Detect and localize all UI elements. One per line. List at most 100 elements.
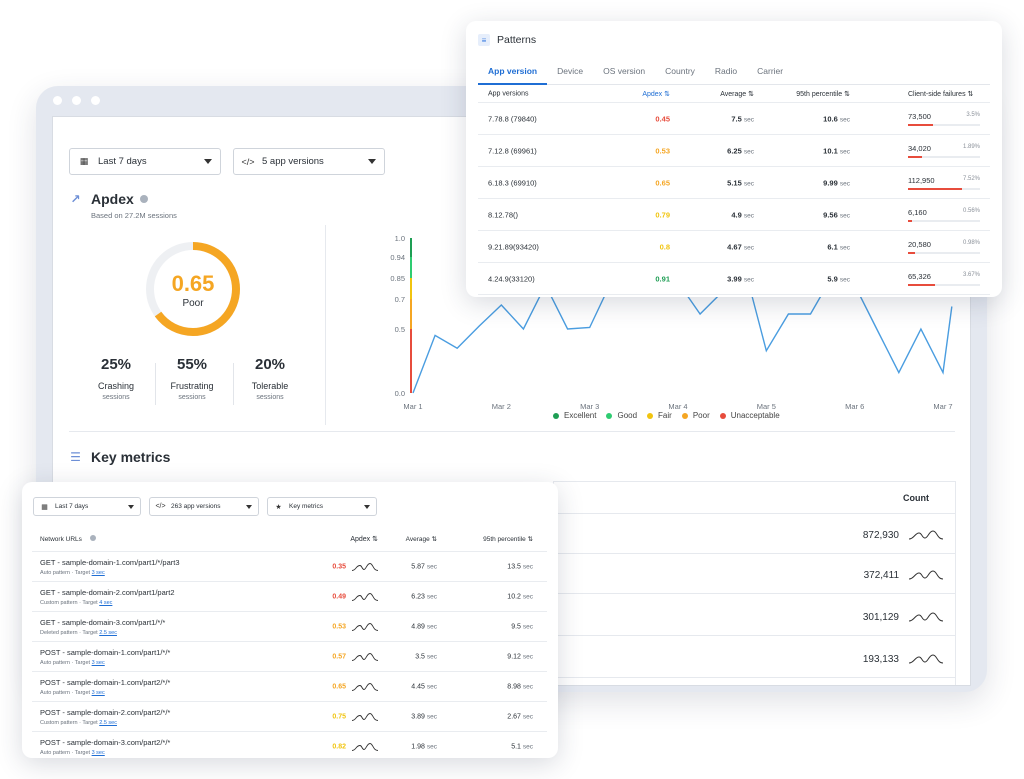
apdex-trend-chart: 0.0 0.5 0.7 0.85 0.94 1.0 Mar 1 Mar 2 Mar 3 Mar 4… bbox=[390, 234, 952, 411]
average-cell: 4.9 sec bbox=[731, 210, 754, 219]
header-average[interactable]: Average ⇅ bbox=[406, 535, 437, 543]
p95-value: 6.1 bbox=[827, 242, 838, 251]
date-range-dropdown[interactable]: ▦ Last 7 days bbox=[69, 148, 221, 175]
network-row[interactable]: POST - sample-domain-1.com/part2/*/* Auto… bbox=[32, 672, 547, 702]
count-cell: 872,930 bbox=[843, 529, 943, 541]
tab-os-version[interactable]: OS version bbox=[603, 66, 646, 76]
patterns-tabs: App version Device OS version Country Ra… bbox=[478, 59, 990, 85]
sparkline bbox=[909, 570, 943, 580]
header-apdex[interactable]: Apdex ⇅ bbox=[642, 90, 670, 98]
legend-label: Good bbox=[617, 411, 638, 420]
patterns-row[interactable]: 8.12.78() 0.79 4.9 sec 9.56 sec 6,160 0.56% bbox=[478, 199, 990, 231]
network-url-cell: POST - sample-domain-1.com/part2/*/* Auto… bbox=[40, 678, 170, 696]
tab-app-version[interactable]: App version bbox=[478, 59, 548, 85]
stat-label: Tolerable bbox=[251, 381, 289, 391]
patterns-icon: ≡ bbox=[478, 34, 490, 46]
p95-value: 13.5 bbox=[507, 563, 521, 570]
target-label: Target bbox=[74, 569, 91, 576]
network-row[interactable]: POST - sample-domain-1.com/part1/*/* Auto… bbox=[32, 642, 547, 672]
average-value: 6.23 bbox=[411, 593, 425, 600]
tab-device[interactable]: Device bbox=[557, 66, 584, 76]
header-average[interactable]: Average ⇅ bbox=[720, 90, 754, 98]
p95-cell: 9.5 sec bbox=[511, 623, 533, 630]
target-link[interactable]: 3 sec bbox=[91, 689, 105, 696]
header-average-label: Average bbox=[720, 90, 747, 98]
gauge-arc bbox=[146, 242, 240, 336]
tab-country[interactable]: Country bbox=[665, 66, 695, 76]
failures-bar bbox=[908, 219, 980, 222]
failures-bar-fill bbox=[908, 251, 916, 254]
network-url: POST - sample-domain-2.com/part2/*/* bbox=[40, 707, 171, 717]
pattern-type: Auto pattern bbox=[40, 689, 70, 696]
target-link[interactable]: 4 sec bbox=[99, 599, 113, 606]
pattern-type: Custom pattern bbox=[40, 599, 78, 606]
target-link[interactable]: 3 sec bbox=[91, 569, 105, 576]
legend-label: Excellent bbox=[564, 411, 597, 420]
header-network-urls[interactable]: Network URLs bbox=[40, 535, 96, 543]
legend-label: Unacceptable bbox=[730, 411, 780, 420]
patterns-row[interactable]: 7.12.8 (69961) 0.53 6.25 sec 10.1 sec 34,020… bbox=[478, 135, 990, 167]
apdex-cell: 0.45 bbox=[655, 114, 670, 123]
patterns-row[interactable]: 4.24.9(33120) 0.91 3.99 sec 5.9 sec 65,326 3.… bbox=[478, 263, 990, 295]
network-row[interactable]: POST - sample-domain-3.com/part2/*/* Auto… bbox=[32, 732, 547, 758]
header-95th-percentile[interactable]: 95th percentile ⇅ bbox=[483, 535, 533, 543]
target-link[interactable]: 3 sec bbox=[91, 659, 105, 666]
legend-excellent: Excellent bbox=[553, 411, 596, 420]
x-tick-label: Mar 3 bbox=[580, 402, 599, 411]
unit-label: sec bbox=[522, 653, 533, 660]
p95-value: 5.1 bbox=[511, 743, 521, 750]
apdex-cell: 0.53 bbox=[326, 622, 378, 631]
p95-value: 9.5 bbox=[511, 623, 521, 630]
net-metrics-value: Key metrics bbox=[289, 503, 323, 510]
unit-label: sec bbox=[426, 563, 437, 570]
patterns-row[interactable]: 9.21.89(93420) 0.8 4.67 sec 6.1 sec 20,580 0.… bbox=[478, 231, 990, 263]
sparkline bbox=[352, 592, 378, 601]
net-versions-dropdown[interactable]: </> 263 app versions bbox=[149, 497, 259, 516]
stat-divider bbox=[155, 363, 156, 405]
net-date-value: Last 7 days bbox=[55, 503, 89, 510]
unit-label: sec bbox=[522, 593, 533, 600]
app-version-cell: 8.12.78() bbox=[488, 210, 519, 219]
app-version-cell: 7.78.8 (79840) bbox=[488, 114, 537, 123]
network-row[interactable]: GET - sample-domain-1.com/part1/*/part3 A… bbox=[32, 552, 547, 582]
header-app-versions[interactable]: App versions bbox=[488, 90, 529, 97]
apdex-cell: 0.49 bbox=[326, 592, 378, 601]
pattern-info: Custom pattern · Target 4 sec bbox=[40, 599, 113, 606]
apdex-value: 0.82 bbox=[332, 743, 346, 750]
net-versions-value: 263 app versions bbox=[171, 503, 221, 510]
network-row[interactable]: POST - sample-domain-2.com/part2/*/* Cust… bbox=[32, 702, 547, 732]
target-label: Target bbox=[82, 599, 98, 606]
count-column-header[interactable]: Count bbox=[903, 493, 929, 503]
p95-cell: 6.1 sec bbox=[827, 242, 850, 251]
apdex-title: ↗ Apdex bbox=[69, 191, 148, 207]
tab-radio[interactable]: Radio bbox=[714, 66, 738, 76]
p95-cell: 9.99 sec bbox=[823, 178, 850, 187]
failures-cell: 65,326 3.67% bbox=[908, 272, 980, 286]
patterns-row[interactable]: 7.78.8 (79840) 0.45 7.5 sec 10.6 sec 73,500 3… bbox=[478, 103, 990, 135]
row-separator bbox=[553, 553, 955, 554]
network-row[interactable]: GET - sample-domain-3.com/part1/*/* Delet… bbox=[32, 612, 547, 642]
pattern-info: Auto pattern · Target 3 sec bbox=[40, 659, 105, 666]
header-95th-percentile[interactable]: 95th percentile ⇅ bbox=[796, 90, 850, 98]
patterns-row[interactable]: 6.18.3 (69910) 0.65 5.15 sec 9.99 sec 112,95… bbox=[478, 167, 990, 199]
count-cell: 372,411 bbox=[843, 569, 943, 581]
failures-values: 112,950 7.52% bbox=[908, 176, 980, 185]
net-metrics-dropdown[interactable]: ★ Key metrics bbox=[267, 497, 377, 516]
tab-carrier[interactable]: Carrier bbox=[757, 66, 784, 76]
net-date-dropdown[interactable]: ▦ Last 7 days bbox=[33, 497, 141, 516]
app-versions-dropdown[interactable]: </> 5 app versions bbox=[233, 148, 385, 175]
header-apdex[interactable]: Apdex ⇅ bbox=[326, 535, 378, 544]
info-icon[interactable] bbox=[89, 535, 96, 541]
average-value: 3.89 bbox=[411, 713, 425, 720]
sparkline bbox=[909, 530, 943, 540]
network-row[interactable]: GET - sample-domain-2.com/part1/part2 Cus… bbox=[32, 582, 547, 612]
target-link[interactable]: 3 sec bbox=[91, 749, 105, 756]
chevron-down-icon bbox=[368, 159, 376, 164]
target-link[interactable]: 2.5 sec bbox=[99, 629, 117, 636]
failures-bar bbox=[908, 187, 980, 190]
p95-value: 9.12 bbox=[507, 653, 521, 660]
header-client-side-failures[interactable]: Client-side failures ⇅ bbox=[908, 90, 980, 98]
window-dot bbox=[91, 96, 100, 105]
target-link[interactable]: 2.5 sec bbox=[99, 719, 117, 726]
info-icon[interactable] bbox=[139, 195, 148, 203]
